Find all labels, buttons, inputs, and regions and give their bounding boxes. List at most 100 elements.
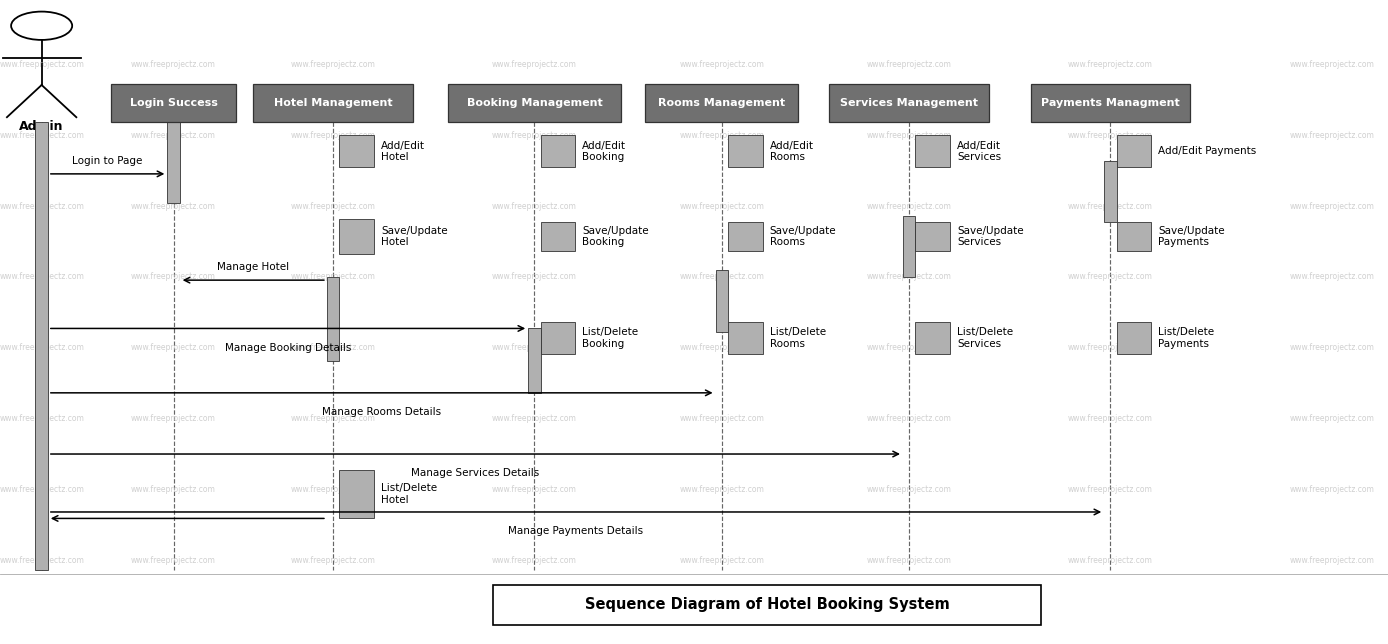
FancyBboxPatch shape bbox=[339, 135, 375, 167]
Text: www.freeprojectz.com: www.freeprojectz.com bbox=[491, 485, 577, 494]
FancyBboxPatch shape bbox=[168, 122, 180, 203]
Text: www.freeprojectz.com: www.freeprojectz.com bbox=[491, 272, 577, 281]
FancyBboxPatch shape bbox=[904, 216, 916, 277]
Text: www.freeprojectz.com: www.freeprojectz.com bbox=[679, 202, 765, 211]
Text: List/Delete
Hotel: List/Delete Hotel bbox=[380, 484, 437, 505]
Text: www.freeprojectz.com: www.freeprojectz.com bbox=[866, 414, 952, 423]
FancyBboxPatch shape bbox=[645, 84, 798, 122]
Text: www.freeprojectz.com: www.freeprojectz.com bbox=[1289, 485, 1376, 494]
Text: www.freeprojectz.com: www.freeprojectz.com bbox=[130, 343, 217, 352]
FancyBboxPatch shape bbox=[1105, 161, 1117, 222]
Text: Add/Edit
Booking: Add/Edit Booking bbox=[583, 140, 626, 162]
Text: www.freeprojectz.com: www.freeprojectz.com bbox=[491, 202, 577, 211]
Text: www.freeprojectz.com: www.freeprojectz.com bbox=[866, 343, 952, 352]
Text: www.freeprojectz.com: www.freeprojectz.com bbox=[130, 60, 217, 69]
FancyBboxPatch shape bbox=[111, 84, 236, 122]
FancyBboxPatch shape bbox=[727, 222, 763, 251]
FancyBboxPatch shape bbox=[447, 84, 620, 122]
FancyBboxPatch shape bbox=[727, 322, 763, 354]
Text: Booking Management: Booking Management bbox=[466, 98, 602, 108]
Text: www.freeprojectz.com: www.freeprojectz.com bbox=[866, 485, 952, 494]
Text: Save/Update
Services: Save/Update Services bbox=[956, 226, 1024, 247]
FancyBboxPatch shape bbox=[527, 328, 540, 393]
Text: www.freeprojectz.com: www.freeprojectz.com bbox=[679, 556, 765, 565]
Text: www.freeprojectz.com: www.freeprojectz.com bbox=[679, 60, 765, 69]
Text: www.freeprojectz.com: www.freeprojectz.com bbox=[0, 556, 85, 565]
Text: www.freeprojectz.com: www.freeprojectz.com bbox=[1289, 60, 1376, 69]
FancyBboxPatch shape bbox=[493, 585, 1041, 625]
Text: www.freeprojectz.com: www.freeprojectz.com bbox=[491, 343, 577, 352]
FancyBboxPatch shape bbox=[916, 222, 949, 251]
FancyBboxPatch shape bbox=[727, 135, 763, 167]
Text: Manage Booking Details: Manage Booking Details bbox=[225, 343, 351, 353]
Text: www.freeprojectz.com: www.freeprojectz.com bbox=[866, 556, 952, 565]
Text: List/Delete
Booking: List/Delete Booking bbox=[583, 327, 638, 349]
Text: Save/Update
Rooms: Save/Update Rooms bbox=[769, 226, 837, 247]
Text: www.freeprojectz.com: www.freeprojectz.com bbox=[679, 485, 765, 494]
Text: www.freeprojectz.com: www.freeprojectz.com bbox=[1067, 202, 1153, 211]
Text: www.freeprojectz.com: www.freeprojectz.com bbox=[491, 414, 577, 423]
FancyBboxPatch shape bbox=[540, 222, 575, 251]
Text: www.freeprojectz.com: www.freeprojectz.com bbox=[866, 272, 952, 281]
Text: www.freeprojectz.com: www.freeprojectz.com bbox=[130, 485, 217, 494]
Text: www.freeprojectz.com: www.freeprojectz.com bbox=[1289, 202, 1376, 211]
Text: Save/Update
Payments: Save/Update Payments bbox=[1158, 226, 1226, 247]
Text: List/Delete
Payments: List/Delete Payments bbox=[1158, 327, 1214, 349]
Text: Services Management: Services Management bbox=[840, 98, 979, 108]
Text: List/Delete
Rooms: List/Delete Rooms bbox=[769, 327, 826, 349]
Text: www.freeprojectz.com: www.freeprojectz.com bbox=[491, 556, 577, 565]
Text: Login to Page: Login to Page bbox=[72, 155, 143, 166]
Text: List/Delete
Services: List/Delete Services bbox=[956, 327, 1013, 349]
Text: Add/Edit Payments: Add/Edit Payments bbox=[1158, 146, 1256, 156]
Text: Manage Payments Details: Manage Payments Details bbox=[508, 526, 644, 536]
FancyBboxPatch shape bbox=[1116, 222, 1151, 251]
Text: www.freeprojectz.com: www.freeprojectz.com bbox=[130, 272, 217, 281]
Text: www.freeprojectz.com: www.freeprojectz.com bbox=[679, 414, 765, 423]
FancyBboxPatch shape bbox=[716, 270, 729, 332]
Text: Manage Hotel: Manage Hotel bbox=[218, 261, 289, 272]
Text: www.freeprojectz.com: www.freeprojectz.com bbox=[290, 343, 376, 352]
Text: www.freeprojectz.com: www.freeprojectz.com bbox=[1289, 343, 1376, 352]
Text: www.freeprojectz.com: www.freeprojectz.com bbox=[290, 414, 376, 423]
Text: www.freeprojectz.com: www.freeprojectz.com bbox=[0, 485, 85, 494]
FancyBboxPatch shape bbox=[254, 84, 414, 122]
Text: www.freeprojectz.com: www.freeprojectz.com bbox=[290, 131, 376, 140]
Text: www.freeprojectz.com: www.freeprojectz.com bbox=[0, 202, 85, 211]
Text: Login Success: Login Success bbox=[129, 98, 218, 108]
Text: www.freeprojectz.com: www.freeprojectz.com bbox=[491, 131, 577, 140]
Text: www.freeprojectz.com: www.freeprojectz.com bbox=[679, 343, 765, 352]
Text: www.freeprojectz.com: www.freeprojectz.com bbox=[866, 202, 952, 211]
FancyBboxPatch shape bbox=[326, 277, 339, 361]
Text: www.freeprojectz.com: www.freeprojectz.com bbox=[0, 272, 85, 281]
FancyBboxPatch shape bbox=[916, 322, 949, 354]
Text: www.freeprojectz.com: www.freeprojectz.com bbox=[290, 60, 376, 69]
Text: Sequence Diagram of Hotel Booking System: Sequence Diagram of Hotel Booking System bbox=[586, 597, 949, 612]
Text: www.freeprojectz.com: www.freeprojectz.com bbox=[1067, 556, 1153, 565]
Text: www.freeprojectz.com: www.freeprojectz.com bbox=[130, 131, 217, 140]
Text: www.freeprojectz.com: www.freeprojectz.com bbox=[290, 272, 376, 281]
FancyBboxPatch shape bbox=[1116, 322, 1151, 354]
FancyBboxPatch shape bbox=[1030, 84, 1190, 122]
FancyBboxPatch shape bbox=[540, 135, 575, 167]
FancyBboxPatch shape bbox=[339, 470, 375, 518]
Text: www.freeprojectz.com: www.freeprojectz.com bbox=[866, 60, 952, 69]
Text: www.freeprojectz.com: www.freeprojectz.com bbox=[0, 60, 85, 69]
Text: www.freeprojectz.com: www.freeprojectz.com bbox=[1289, 272, 1376, 281]
Text: Add/Edit
Hotel: Add/Edit Hotel bbox=[380, 140, 425, 162]
FancyBboxPatch shape bbox=[540, 322, 575, 354]
Text: www.freeprojectz.com: www.freeprojectz.com bbox=[1067, 343, 1153, 352]
Text: www.freeprojectz.com: www.freeprojectz.com bbox=[290, 202, 376, 211]
Text: www.freeprojectz.com: www.freeprojectz.com bbox=[1067, 414, 1153, 423]
Text: www.freeprojectz.com: www.freeprojectz.com bbox=[290, 556, 376, 565]
Text: www.freeprojectz.com: www.freeprojectz.com bbox=[290, 485, 376, 494]
Text: www.freeprojectz.com: www.freeprojectz.com bbox=[679, 272, 765, 281]
Text: www.freeprojectz.com: www.freeprojectz.com bbox=[1067, 131, 1153, 140]
Text: Add/Edit
Services: Add/Edit Services bbox=[956, 140, 1001, 162]
Text: www.freeprojectz.com: www.freeprojectz.com bbox=[1067, 60, 1153, 69]
Text: www.freeprojectz.com: www.freeprojectz.com bbox=[491, 60, 577, 69]
Text: Save/Update
Hotel: Save/Update Hotel bbox=[380, 226, 448, 247]
Text: www.freeprojectz.com: www.freeprojectz.com bbox=[0, 343, 85, 352]
FancyBboxPatch shape bbox=[339, 219, 375, 254]
Text: www.freeprojectz.com: www.freeprojectz.com bbox=[866, 131, 952, 140]
Text: www.freeprojectz.com: www.freeprojectz.com bbox=[0, 414, 85, 423]
